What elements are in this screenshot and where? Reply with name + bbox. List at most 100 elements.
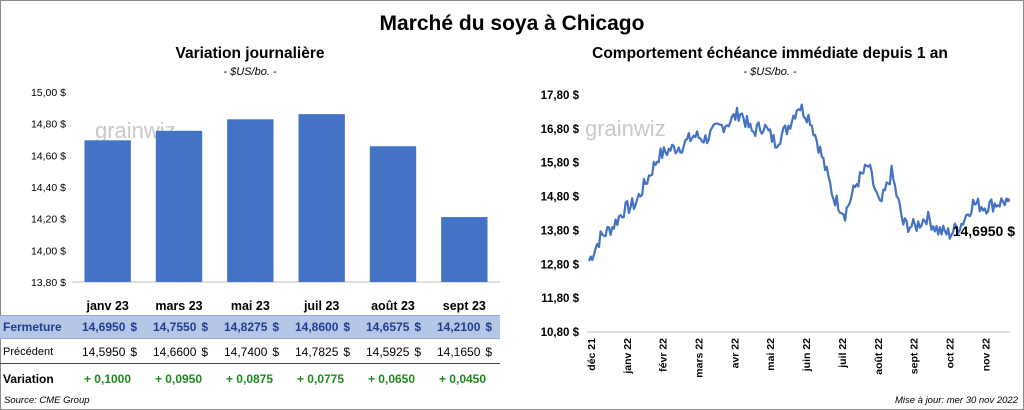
table-cell: + 0,0775	[296, 372, 345, 386]
cell-value: 14,6600	[153, 345, 197, 359]
y-tick-label: 11,80 $	[541, 293, 579, 305]
cell-currency: $	[414, 320, 421, 334]
x-tick-label: oct 22	[944, 338, 956, 369]
cell-value: 14,7825	[295, 345, 339, 359]
line-chart-title: Comportement échéance immédiate depuis 1…	[592, 45, 948, 62]
source-note: Source: CME Group	[4, 395, 90, 406]
y-tick-label: 14,20 $	[31, 214, 66, 226]
table-cell: + 0,0875	[225, 372, 274, 386]
y-tick-label: 12,80 $	[541, 259, 580, 271]
x-tick-label: févr 22	[658, 338, 670, 372]
x-tick-label: mars 23	[155, 299, 202, 313]
bar-0	[84, 140, 131, 282]
bar-3	[298, 114, 345, 282]
bar-chart-title: Variation journalière	[175, 45, 325, 62]
table-cell: 14,7400 $	[214, 345, 285, 359]
table-row-close: Fermeture 14,6950 $ 14,7550 $ 14,8275 $ 14,…	[0, 315, 500, 339]
y-tick-label: 15,80 $	[541, 158, 580, 170]
cell-currency: $	[343, 320, 350, 334]
row-label: Fermeture	[3, 320, 62, 334]
x-tick-label: juin 22	[801, 338, 813, 372]
x-tick-label: janv 23	[85, 299, 128, 313]
last-point	[1006, 198, 1010, 203]
y-tick-label: 15,00 $	[31, 87, 66, 99]
last-value-label: 14,6950 $	[953, 223, 1015, 239]
bar-4	[369, 146, 417, 282]
cell-currency: $	[272, 345, 279, 359]
series-line	[587, 103, 1009, 262]
cell-value: 14,7400	[224, 345, 268, 359]
table-cell: 14,6600 $	[143, 345, 214, 359]
cell-currency: $	[130, 320, 137, 334]
y-tick-label: 13,80 $	[31, 277, 66, 289]
bar-1	[155, 130, 203, 282]
x-tick-label: janv 22	[622, 338, 634, 375]
row-label: Précédent	[3, 346, 54, 358]
cell-currency: $	[485, 345, 492, 359]
x-tick-label: nov 22	[980, 338, 992, 371]
table-row-previous: Précédent 14,5950 $ 14,6600 $ 14,7400 $ 14,…	[0, 341, 500, 364]
y-tick-label: 10,80 $	[541, 327, 580, 339]
page-title: Marché du soya à Chicago	[379, 12, 645, 35]
table-cell: + 0,1000	[83, 372, 132, 386]
y-tick-label: 14,80 $	[541, 192, 580, 204]
x-tick-label: août 22	[873, 338, 885, 375]
x-tick-label: juil 22	[837, 338, 849, 369]
table-cell: 14,7825 $	[285, 345, 356, 359]
table-cell: + 0,0650	[367, 372, 416, 386]
table-cell: 14,2100 $	[427, 320, 498, 334]
cell-currency: $	[272, 320, 279, 334]
x-tick-label: déc 21	[586, 338, 598, 371]
table-cell: 14,6950 $	[72, 320, 143, 334]
cell-currency: $	[343, 345, 350, 359]
cell-currency: $	[201, 320, 208, 334]
watermark-logo: grainwiz	[585, 116, 666, 141]
y-tick-label: 14,40 $	[31, 182, 66, 194]
cell-currency: $	[485, 320, 492, 334]
line-chart: grainwiz 10,80 $ 11,80 $ 12,80 $ 13,80 $ 14,8…	[541, 90, 1016, 378]
x-tick-label: avr 22	[729, 338, 741, 369]
cell-value: 14,7550	[153, 320, 197, 334]
row-label: Variation	[3, 372, 54, 386]
bar-2	[227, 119, 274, 282]
y-tick-label: 14,80 $	[31, 119, 66, 131]
x-tick-label: sept 23	[443, 299, 486, 313]
table-cell: 14,6575 $	[356, 320, 427, 334]
bar-chart-unit: - $US/bo. -	[223, 66, 277, 78]
x-tick-label: août 23	[371, 299, 415, 313]
line-chart-unit: - $US/bo. -	[743, 66, 797, 78]
table-cell: + 0,0950	[154, 372, 203, 386]
cell-value: 14,8600	[295, 320, 339, 334]
y-tick-label: 13,80 $	[541, 225, 580, 237]
table-cell: 14,5925 $	[356, 345, 427, 359]
x-tick-label: juil 23	[303, 299, 339, 313]
update-note: Mise à jour: mer 30 nov 2022	[894, 395, 1018, 406]
y-tick-label: 16,80 $	[541, 124, 580, 136]
bar-5	[441, 217, 488, 282]
cell-value: 14,5950	[82, 345, 126, 359]
x-tick-label: sept 22	[909, 338, 921, 374]
table-cell: + 0,0450	[438, 372, 487, 386]
y-tick-label: 14,00 $	[31, 245, 66, 257]
cell-value: 14,1650	[437, 345, 481, 359]
table-cell: 14,8275 $	[214, 320, 285, 334]
cell-value: 14,8275	[224, 320, 268, 334]
cell-value: 14,6950	[82, 320, 126, 334]
table-cell: 14,5950 $	[72, 345, 143, 359]
cell-value: 14,2100	[437, 320, 481, 334]
x-tick-label: mai 22	[765, 338, 777, 371]
cell-currency: $	[414, 345, 421, 359]
x-tick-label: mai 23	[231, 299, 270, 313]
cell-value: 14,6575	[366, 320, 410, 334]
cell-currency: $	[201, 345, 208, 359]
table-cell: 14,7550 $	[143, 320, 214, 334]
cell-value: 14,5925	[366, 345, 410, 359]
table-cell: 14,8600 $	[285, 320, 356, 334]
y-tick-label: 17,80 $	[541, 90, 580, 102]
table-row-variation: Variation + 0,1000 + 0,0950 + 0,0875 + 0…	[0, 368, 500, 390]
x-tick-label: mars 22	[694, 338, 706, 378]
cell-currency: $	[130, 345, 137, 359]
table-cell: 14,1650 $	[427, 345, 498, 359]
y-tick-label: 14,60 $	[31, 150, 66, 162]
